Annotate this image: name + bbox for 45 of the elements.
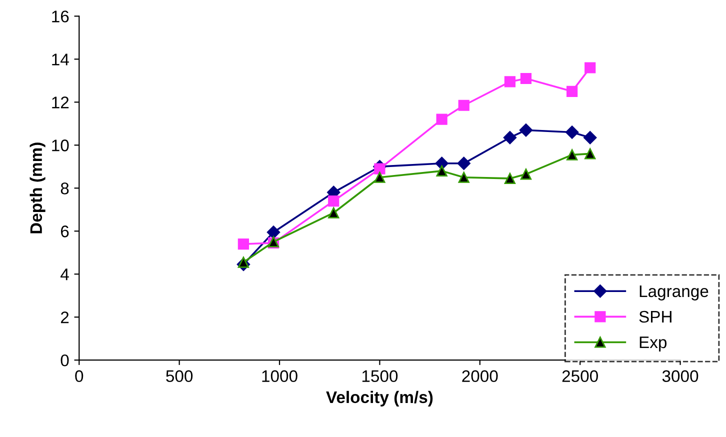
x-tick-label: 2500	[562, 370, 598, 382]
y-tick-label: 14	[52, 54, 69, 66]
x-tick-label: 2000	[462, 370, 498, 382]
point	[436, 165, 448, 176]
point	[565, 126, 579, 139]
x-axis-title: Velocity (m/s)	[326, 390, 433, 406]
legend-label: SPH	[639, 310, 672, 323]
point	[584, 131, 597, 144]
legend-label: Exp	[640, 336, 667, 352]
point	[238, 238, 249, 250]
x-tick-label: 1500	[362, 370, 398, 382]
y-tick-label: 6	[60, 226, 69, 238]
legend-label: Lagrange	[640, 286, 708, 300]
point	[520, 72, 532, 84]
x-tick-label: 3000	[662, 370, 698, 382]
point	[458, 100, 470, 111]
y-tick-label: 4	[60, 268, 69, 280]
point	[328, 207, 340, 218]
y-tick-label: 2	[60, 312, 69, 324]
point	[328, 195, 340, 207]
point	[374, 163, 386, 174]
point	[504, 76, 516, 88]
point	[504, 172, 516, 184]
x-tick-label: 1000	[262, 370, 298, 382]
y-axis-title: Depth (mm)	[30, 142, 46, 234]
point	[584, 148, 596, 160]
point	[457, 156, 470, 170]
point	[238, 256, 249, 268]
point	[520, 168, 532, 180]
point	[374, 172, 386, 183]
point	[436, 114, 448, 125]
x-tick-label: 0	[75, 370, 84, 382]
y-tick-label: 12	[52, 96, 69, 108]
point	[266, 226, 280, 239]
point	[458, 172, 470, 183]
point	[503, 131, 517, 144]
point	[566, 149, 578, 160]
x-tick-label: 500	[166, 370, 193, 382]
y-tick-label: 8	[60, 182, 69, 194]
y-tick-label: 16	[52, 10, 69, 22]
y-tick-label: 0	[60, 354, 69, 366]
point	[584, 62, 596, 74]
y-tick-label: 10	[52, 140, 69, 152]
point	[566, 86, 578, 97]
point	[519, 124, 533, 137]
